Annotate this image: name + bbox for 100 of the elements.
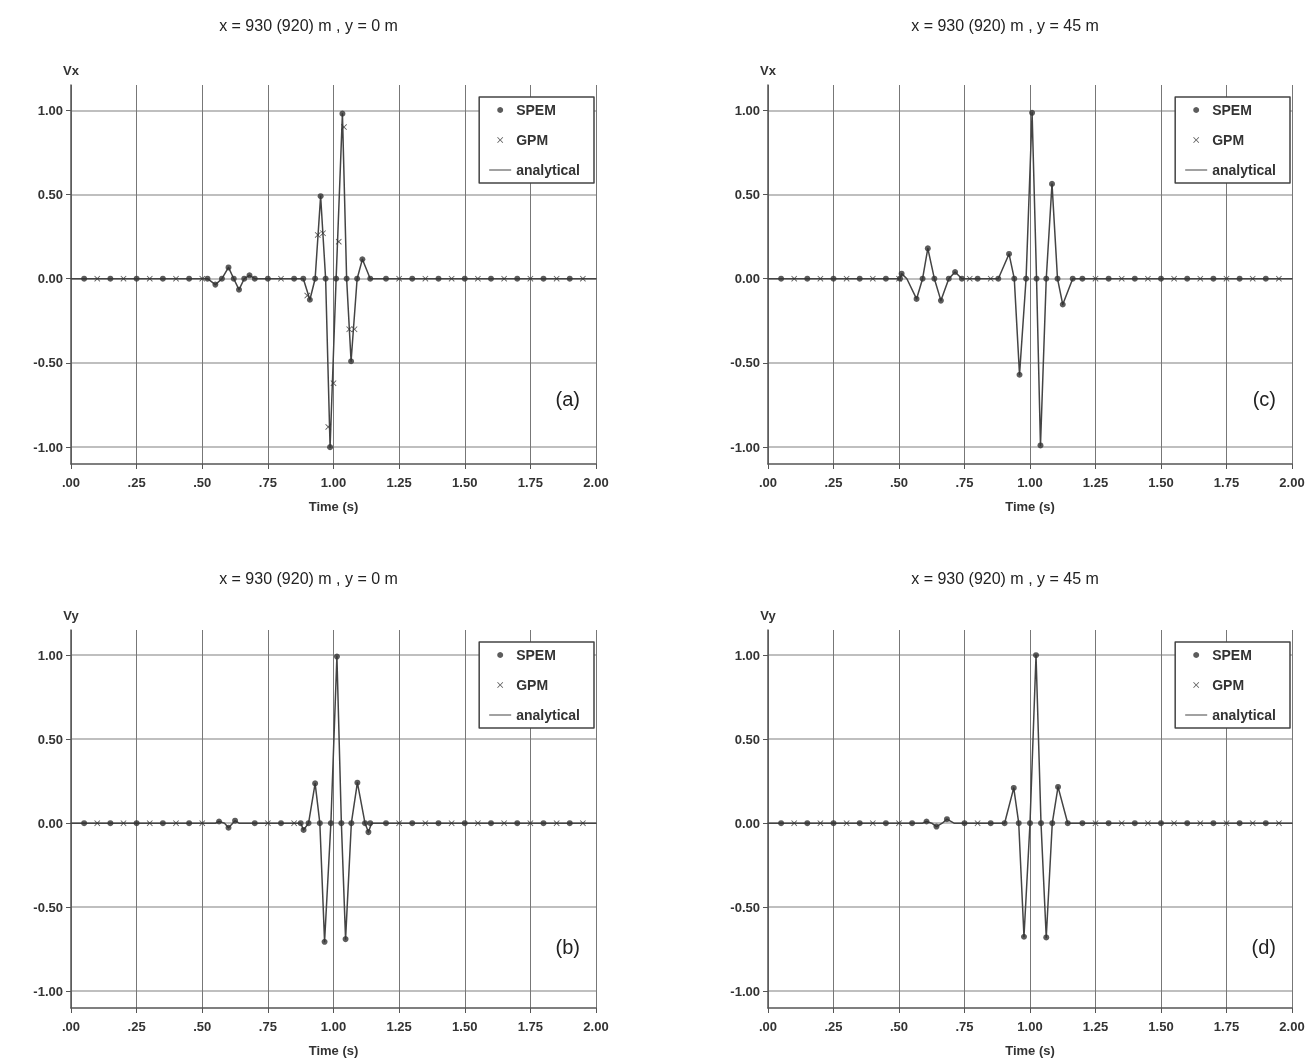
point <box>958 275 965 282</box>
point <box>186 275 193 282</box>
x-axis-title: Time (s) <box>308 1043 359 1058</box>
point <box>291 820 298 827</box>
point <box>1027 820 1033 827</box>
point <box>199 275 206 282</box>
point <box>107 275 114 282</box>
chart-title: x = 930 (920) m , y = 45 m <box>911 16 1099 34</box>
point <box>314 231 321 238</box>
point <box>869 820 876 827</box>
point <box>778 820 785 827</box>
point <box>1049 180 1056 187</box>
chart-title: x = 930 (920) m , y = 0 m <box>219 16 398 34</box>
y-axis-title: Vx <box>63 63 80 78</box>
point <box>931 275 938 282</box>
point <box>1043 275 1050 282</box>
x-tick-label: 1.50 <box>452 475 478 490</box>
x-tick-label: 2.00 <box>583 1019 609 1034</box>
point <box>974 275 981 282</box>
point <box>579 820 586 827</box>
point <box>346 326 353 333</box>
point <box>952 268 959 275</box>
point <box>1118 820 1125 827</box>
point <box>173 275 179 282</box>
y-tick-label: 0.50 <box>734 186 760 202</box>
point <box>94 820 101 827</box>
x-tick-label: .50 <box>193 1019 212 1034</box>
point <box>435 275 442 282</box>
point <box>1171 275 1178 282</box>
x-tick-label: 1.00 <box>1017 475 1043 490</box>
point <box>1275 820 1282 827</box>
point <box>251 820 258 827</box>
point <box>1038 820 1044 827</box>
point <box>216 818 223 825</box>
point <box>1171 820 1178 827</box>
point <box>488 275 494 282</box>
point <box>305 820 312 827</box>
point <box>856 275 863 282</box>
point <box>1197 820 1204 827</box>
point <box>791 820 798 827</box>
point <box>94 275 101 282</box>
point <box>383 275 389 282</box>
point <box>1079 820 1086 827</box>
point <box>1055 783 1062 790</box>
point <box>173 820 179 827</box>
y-tick-label: 0.50 <box>734 731 760 747</box>
point <box>909 820 916 827</box>
y-tick-label: 0.00 <box>734 271 760 287</box>
point <box>365 829 372 836</box>
point <box>317 193 324 200</box>
y-tick-label: -1.00 <box>33 439 63 455</box>
x-tick-label: .50 <box>889 475 909 490</box>
point <box>1275 275 1282 282</box>
x-tick-label: .75 <box>258 1019 277 1034</box>
point <box>212 281 219 288</box>
point <box>540 275 547 282</box>
x-tick-label: .50 <box>193 475 212 490</box>
point <box>843 820 850 827</box>
y-axis-title: Vx <box>760 63 777 78</box>
x-tick-label: .75 <box>955 1019 974 1034</box>
point <box>974 820 981 827</box>
x-tick-label: 2.00 <box>1279 1019 1305 1034</box>
point <box>488 820 494 827</box>
point <box>321 938 328 945</box>
point <box>1049 820 1056 827</box>
point <box>146 275 153 282</box>
point <box>1054 275 1061 282</box>
x-tick-label: .50 <box>889 1019 909 1034</box>
point <box>1262 820 1269 827</box>
point <box>225 824 232 831</box>
legend-label: SPEM <box>516 647 556 663</box>
point <box>1079 275 1086 282</box>
point <box>778 275 785 282</box>
point <box>856 820 863 827</box>
y-tick-label: 0.50 <box>37 186 63 202</box>
point <box>333 275 340 282</box>
point <box>339 110 346 117</box>
point <box>1105 820 1112 827</box>
y-tick-label: 1.00 <box>37 102 63 118</box>
legend-label: SPEM <box>1212 647 1252 663</box>
x-tick-label: .25 <box>127 475 146 490</box>
point <box>278 820 284 827</box>
point <box>1262 275 1269 282</box>
point <box>396 820 403 827</box>
point <box>343 275 350 282</box>
point <box>320 230 326 237</box>
point <box>1006 250 1013 257</box>
point <box>830 275 837 282</box>
chart-title: x = 930 (920) m , y = 0 m <box>219 569 398 587</box>
point <box>1010 784 1017 791</box>
x-tick-label: .75 <box>955 475 974 490</box>
point <box>354 779 361 786</box>
y-tick-label: -1.00 <box>730 439 760 455</box>
point <box>186 820 193 827</box>
y-tick-label: -1.00 <box>730 983 760 999</box>
point <box>1059 301 1066 308</box>
point <box>869 275 876 282</box>
legend-label: GPM <box>1212 132 1245 148</box>
x-tick-label: 1.00 <box>320 1019 347 1034</box>
x-tick-label: 1.25 <box>1082 1019 1109 1034</box>
